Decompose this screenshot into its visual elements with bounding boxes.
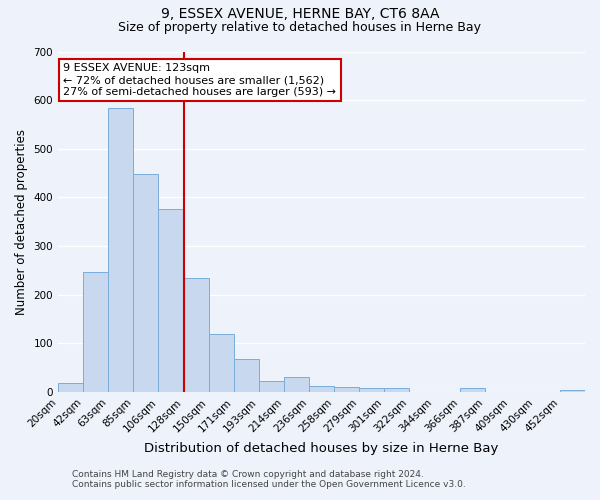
Bar (284, 378, 309, 392)
Bar (233, 360, 259, 392)
Bar (58, 383, 83, 392)
Text: Contains HM Land Registry data © Crown copyright and database right 2024.
Contai: Contains HM Land Registry data © Crown c… (72, 470, 466, 489)
Bar (384, 388, 409, 392)
Bar (209, 334, 233, 392)
Bar (184, 278, 209, 392)
Bar (359, 388, 384, 392)
Bar (560, 390, 585, 392)
Text: 9 ESSEX AVENUE: 123sqm
← 72% of detached houses are smaller (1,562)
27% of semi-: 9 ESSEX AVENUE: 123sqm ← 72% of detached… (64, 64, 337, 96)
Text: 9, ESSEX AVENUE, HERNE BAY, CT6 8AA: 9, ESSEX AVENUE, HERNE BAY, CT6 8AA (161, 8, 439, 22)
X-axis label: Distribution of detached houses by size in Herne Bay: Distribution of detached houses by size … (145, 442, 499, 455)
Bar (108, 108, 133, 392)
Bar (83, 272, 108, 392)
Y-axis label: Number of detached properties: Number of detached properties (15, 128, 28, 314)
Bar (133, 174, 158, 392)
Bar (460, 388, 485, 392)
Bar (259, 381, 284, 392)
Bar (334, 387, 359, 392)
Bar (309, 386, 334, 392)
Bar (158, 209, 184, 392)
Text: Size of property relative to detached houses in Herne Bay: Size of property relative to detached ho… (119, 21, 482, 34)
